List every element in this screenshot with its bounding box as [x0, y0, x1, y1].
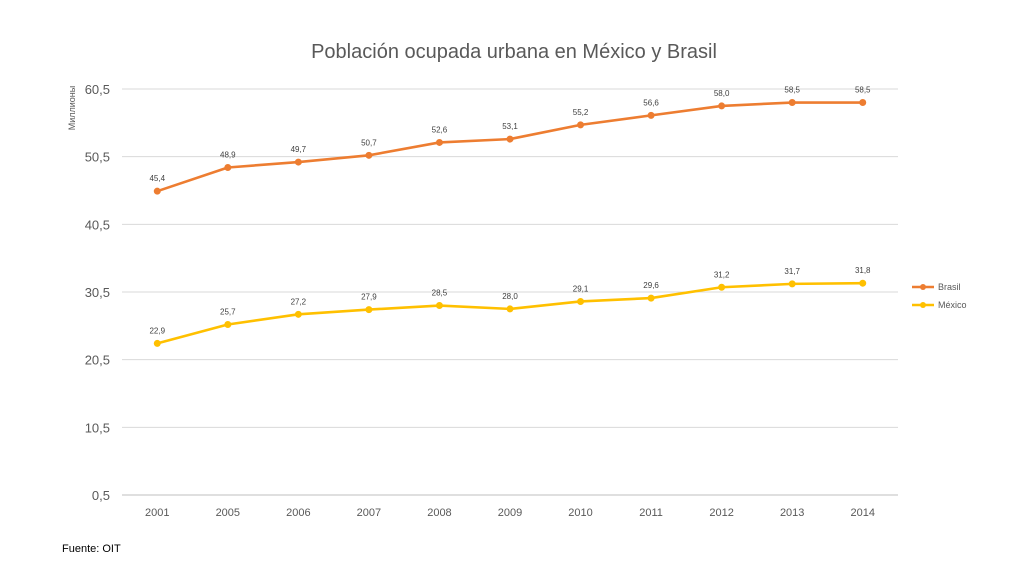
y-axis-ticks: 0,5 10,5 20,5 30,5 40,5 50,5 60,5 — [85, 82, 110, 503]
x-tick-label: 2014 — [850, 507, 874, 519]
data-label: 56,6 — [643, 98, 659, 107]
data-point — [224, 320, 232, 328]
data-label: 48,9 — [220, 150, 236, 159]
x-tick-label: 2001 — [145, 507, 169, 519]
y-tick-label: 40,5 — [85, 217, 110, 232]
gridlines — [122, 88, 898, 496]
x-tick-label: 2006 — [286, 507, 310, 519]
data-label: 31,2 — [714, 270, 730, 279]
data-label: 25,7 — [220, 307, 236, 316]
legend-marker — [920, 284, 926, 290]
data-label: 28,0 — [502, 292, 518, 301]
y-tick-label: 0,5 — [92, 488, 110, 503]
data-label: 58,5 — [855, 86, 871, 95]
data-point — [788, 280, 796, 288]
x-tick-label: 2005 — [216, 507, 240, 519]
data-point — [224, 163, 232, 171]
data-label: 29,6 — [643, 281, 659, 290]
data-point — [577, 297, 585, 305]
data-point — [506, 305, 514, 313]
y-axis-label: Миллионы — [67, 86, 77, 131]
y-tick-label: 20,5 — [85, 353, 110, 368]
legend-label: Brasil — [938, 282, 961, 292]
y-tick-label: 10,5 — [85, 420, 110, 435]
data-point — [647, 111, 655, 119]
x-tick-label: 2010 — [568, 507, 592, 519]
x-tick-label: 2007 — [357, 507, 381, 519]
y-tick-label: 60,5 — [85, 82, 110, 97]
data-point — [647, 294, 655, 302]
data-label: 45,4 — [149, 174, 165, 183]
x-tick-label: 2008 — [427, 507, 451, 519]
data-label: 27,9 — [361, 293, 377, 302]
data-point — [365, 306, 373, 314]
data-label: 31,8 — [855, 266, 871, 275]
data-point — [506, 135, 514, 143]
chart-title: Población ocupada urbana en México y Bra… — [311, 41, 717, 63]
data-point — [718, 102, 726, 110]
x-tick-label: 2012 — [709, 507, 733, 519]
data-point — [294, 310, 302, 318]
data-label: 22,9 — [149, 326, 165, 335]
data-label: 31,7 — [784, 267, 800, 276]
data-label: 58,0 — [714, 89, 730, 98]
data-point — [153, 187, 161, 195]
legend: Brasil México — [912, 282, 967, 310]
x-tick-label: 2009 — [498, 507, 522, 519]
data-point — [365, 151, 373, 159]
legend-label: México — [938, 300, 967, 310]
y-tick-label: 50,5 — [85, 150, 110, 165]
x-tick-label: 2011 — [639, 507, 663, 519]
x-tick-label: 2013 — [780, 507, 804, 519]
data-label: 50,7 — [361, 138, 377, 147]
data-point — [788, 99, 796, 107]
data-point — [859, 99, 867, 107]
data-label: 52,6 — [432, 125, 448, 134]
data-label: 53,1 — [502, 122, 518, 131]
data-point — [859, 279, 867, 287]
series-group: 45,4 48,9 49,7 50,7 52,6 53,1 55,2 56,6 58,0 58,5… — [149, 86, 871, 347]
data-label: 55,2 — [573, 108, 589, 117]
series-line-brasil — [155, 101, 865, 193]
x-axis-ticks: 2001 2005 2006 2007 2008 2009 2010 2011 2012 2013… — [145, 507, 875, 519]
data-point — [294, 158, 302, 166]
source-note: Fuente: OIT — [62, 543, 121, 555]
legend-marker — [920, 302, 926, 308]
y-tick-label: 30,5 — [85, 285, 110, 300]
data-label: 28,5 — [432, 289, 448, 298]
data-label: 29,1 — [573, 284, 589, 293]
data-point — [577, 121, 585, 129]
data-label: 58,5 — [784, 86, 800, 95]
data-point — [435, 138, 443, 146]
data-point — [153, 339, 161, 347]
data-point — [435, 302, 443, 310]
data-point — [718, 283, 726, 291]
data-label: 27,2 — [291, 297, 307, 306]
data-label: 49,7 — [291, 145, 307, 154]
